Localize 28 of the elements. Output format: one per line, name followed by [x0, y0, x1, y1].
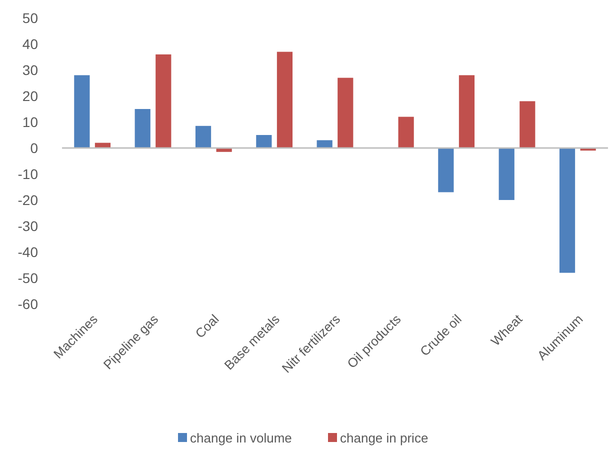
bar: [134, 109, 150, 148]
legend-label: change in volume: [190, 430, 292, 446]
bar: [398, 116, 414, 148]
bar: [256, 135, 272, 148]
y-tick-label: -20: [18, 192, 38, 208]
y-tick-label: -50: [18, 270, 38, 286]
bar: [438, 148, 454, 192]
y-tick-label: -30: [18, 218, 38, 234]
y-tick-label: 10: [22, 114, 38, 130]
bar: [498, 148, 514, 200]
y-tick-label: -10: [18, 166, 38, 182]
bar: [276, 52, 293, 148]
legend-label: change in price: [340, 430, 428, 446]
y-tick-label: 0: [30, 140, 38, 156]
y-tick-label: 20: [22, 88, 38, 104]
y-tick-label: 30: [22, 62, 38, 78]
y-tick-label: -40: [18, 244, 38, 260]
bar: [74, 75, 90, 148]
bar: [520, 101, 536, 148]
y-tick-label: 50: [22, 10, 38, 26]
y-tick-label: 40: [22, 36, 38, 52]
bar: [316, 140, 332, 148]
bar: [559, 148, 576, 273]
y-tick-label: -60: [18, 296, 38, 312]
bar: [195, 126, 212, 148]
bar: [458, 75, 475, 148]
bar: [338, 78, 354, 148]
bar: [156, 54, 172, 148]
